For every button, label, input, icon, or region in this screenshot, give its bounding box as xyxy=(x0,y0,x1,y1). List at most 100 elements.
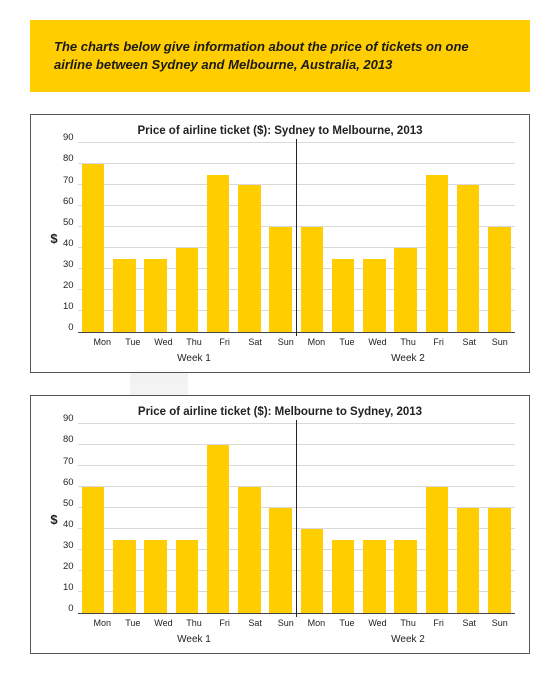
bar-slot xyxy=(390,143,421,332)
bar xyxy=(238,185,261,332)
bar-slot xyxy=(296,143,327,332)
chart-melbourne-to-sydney: Price of airline ticket ($): Melbourne t… xyxy=(30,395,530,654)
bar xyxy=(488,227,511,332)
bar xyxy=(457,185,480,332)
bar-slot xyxy=(203,143,234,332)
bar-slot xyxy=(484,424,515,613)
chart1-week2-label: Week 2 xyxy=(301,353,515,364)
chart1-x-labels: MonTueWedThuFriSatSunMonTueWedThuFriSatS… xyxy=(87,337,515,347)
bar xyxy=(301,227,324,332)
x-tick: Sun xyxy=(485,618,516,628)
chart1-bars xyxy=(78,143,515,332)
chart2-week2-label: Week 2 xyxy=(301,634,515,645)
x-tick: Mon xyxy=(87,618,118,628)
x-tick: Fri xyxy=(423,337,454,347)
x-tick: Thu xyxy=(179,337,210,347)
x-tick: Fri xyxy=(209,337,240,347)
bar xyxy=(394,248,417,332)
bar-slot xyxy=(234,143,265,332)
bar xyxy=(332,259,355,333)
header-banner: The charts below give information about … xyxy=(30,20,530,92)
bar-slot xyxy=(453,424,484,613)
bar-slot xyxy=(171,424,202,613)
bar-slot xyxy=(328,424,359,613)
x-tick: Wed xyxy=(148,618,179,628)
x-tick: Sun xyxy=(485,337,516,347)
bar-slot xyxy=(328,143,359,332)
chart2-bars xyxy=(78,424,515,613)
bar-slot xyxy=(234,424,265,613)
x-tick: Wed xyxy=(362,337,393,347)
bar-slot xyxy=(78,424,109,613)
x-tick: Thu xyxy=(179,618,210,628)
bar-slot xyxy=(453,143,484,332)
bar xyxy=(363,540,386,614)
bar xyxy=(113,259,136,333)
bar xyxy=(176,540,199,614)
x-tick: Thu xyxy=(393,337,424,347)
x-tick: Tue xyxy=(118,337,149,347)
x-tick: Tue xyxy=(332,618,363,628)
bar-slot xyxy=(203,424,234,613)
bar xyxy=(176,248,199,332)
bar-slot xyxy=(421,143,452,332)
x-tick: Sat xyxy=(240,618,271,628)
bar-slot xyxy=(421,424,452,613)
x-tick: Sun xyxy=(270,618,301,628)
bar-slot xyxy=(78,143,109,332)
bar xyxy=(207,445,230,613)
x-tick: Mon xyxy=(87,337,118,347)
bar xyxy=(144,259,167,333)
chart2-ylabel: $ xyxy=(45,424,63,614)
chart1-week-row: Week 1 Week 2 xyxy=(87,353,515,364)
bar-slot xyxy=(265,424,296,613)
bar-slot xyxy=(109,424,140,613)
chart-sydney-to-melbourne: Price of airline ticket ($): Sydney to M… xyxy=(30,114,530,373)
bar xyxy=(457,508,480,613)
bar xyxy=(238,487,261,613)
x-tick: Tue xyxy=(332,337,363,347)
bar-slot xyxy=(171,143,202,332)
x-tick: Mon xyxy=(301,337,332,347)
bar xyxy=(426,487,449,613)
bar xyxy=(363,259,386,333)
x-tick: Sat xyxy=(240,337,271,347)
x-tick: Thu xyxy=(393,618,424,628)
chart1-ylabel: $ xyxy=(45,143,63,333)
bar-slot xyxy=(390,424,421,613)
chart1-y-axis: 9080706050403020100 xyxy=(63,138,78,328)
bar xyxy=(301,529,324,613)
bar xyxy=(269,227,292,332)
chart2-week1-label: Week 1 xyxy=(87,634,301,645)
x-tick: Tue xyxy=(118,618,149,628)
chart2-week-row: Week 1 Week 2 xyxy=(87,634,515,645)
bar xyxy=(113,540,136,614)
chart1-title: Price of airline ticket ($): Sydney to M… xyxy=(45,125,515,137)
x-tick: Fri xyxy=(209,618,240,628)
x-tick: Wed xyxy=(148,337,179,347)
bar xyxy=(488,508,511,613)
bar xyxy=(394,540,417,614)
bar xyxy=(82,487,105,613)
bar-slot xyxy=(265,143,296,332)
bar-slot xyxy=(109,143,140,332)
bar xyxy=(144,540,167,614)
bar xyxy=(82,164,105,332)
bar-slot xyxy=(359,424,390,613)
chart2-title: Price of airline ticket ($): Melbourne t… xyxy=(45,406,515,418)
x-tick: Fri xyxy=(423,618,454,628)
chart2-x-labels: MonTueWedThuFriSatSunMonTueWedThuFriSatS… xyxy=(87,618,515,628)
x-tick: Sun xyxy=(270,337,301,347)
bar xyxy=(332,540,355,614)
chart1-plot xyxy=(78,143,515,333)
bar xyxy=(207,175,230,333)
bar-slot xyxy=(296,424,327,613)
bar-slot xyxy=(140,143,171,332)
bar-slot xyxy=(359,143,390,332)
x-tick: Mon xyxy=(301,618,332,628)
bar xyxy=(426,175,449,333)
bar-slot xyxy=(140,424,171,613)
x-tick: Sat xyxy=(454,618,485,628)
x-tick: Sat xyxy=(454,337,485,347)
chart1-week1-label: Week 1 xyxy=(87,353,301,364)
